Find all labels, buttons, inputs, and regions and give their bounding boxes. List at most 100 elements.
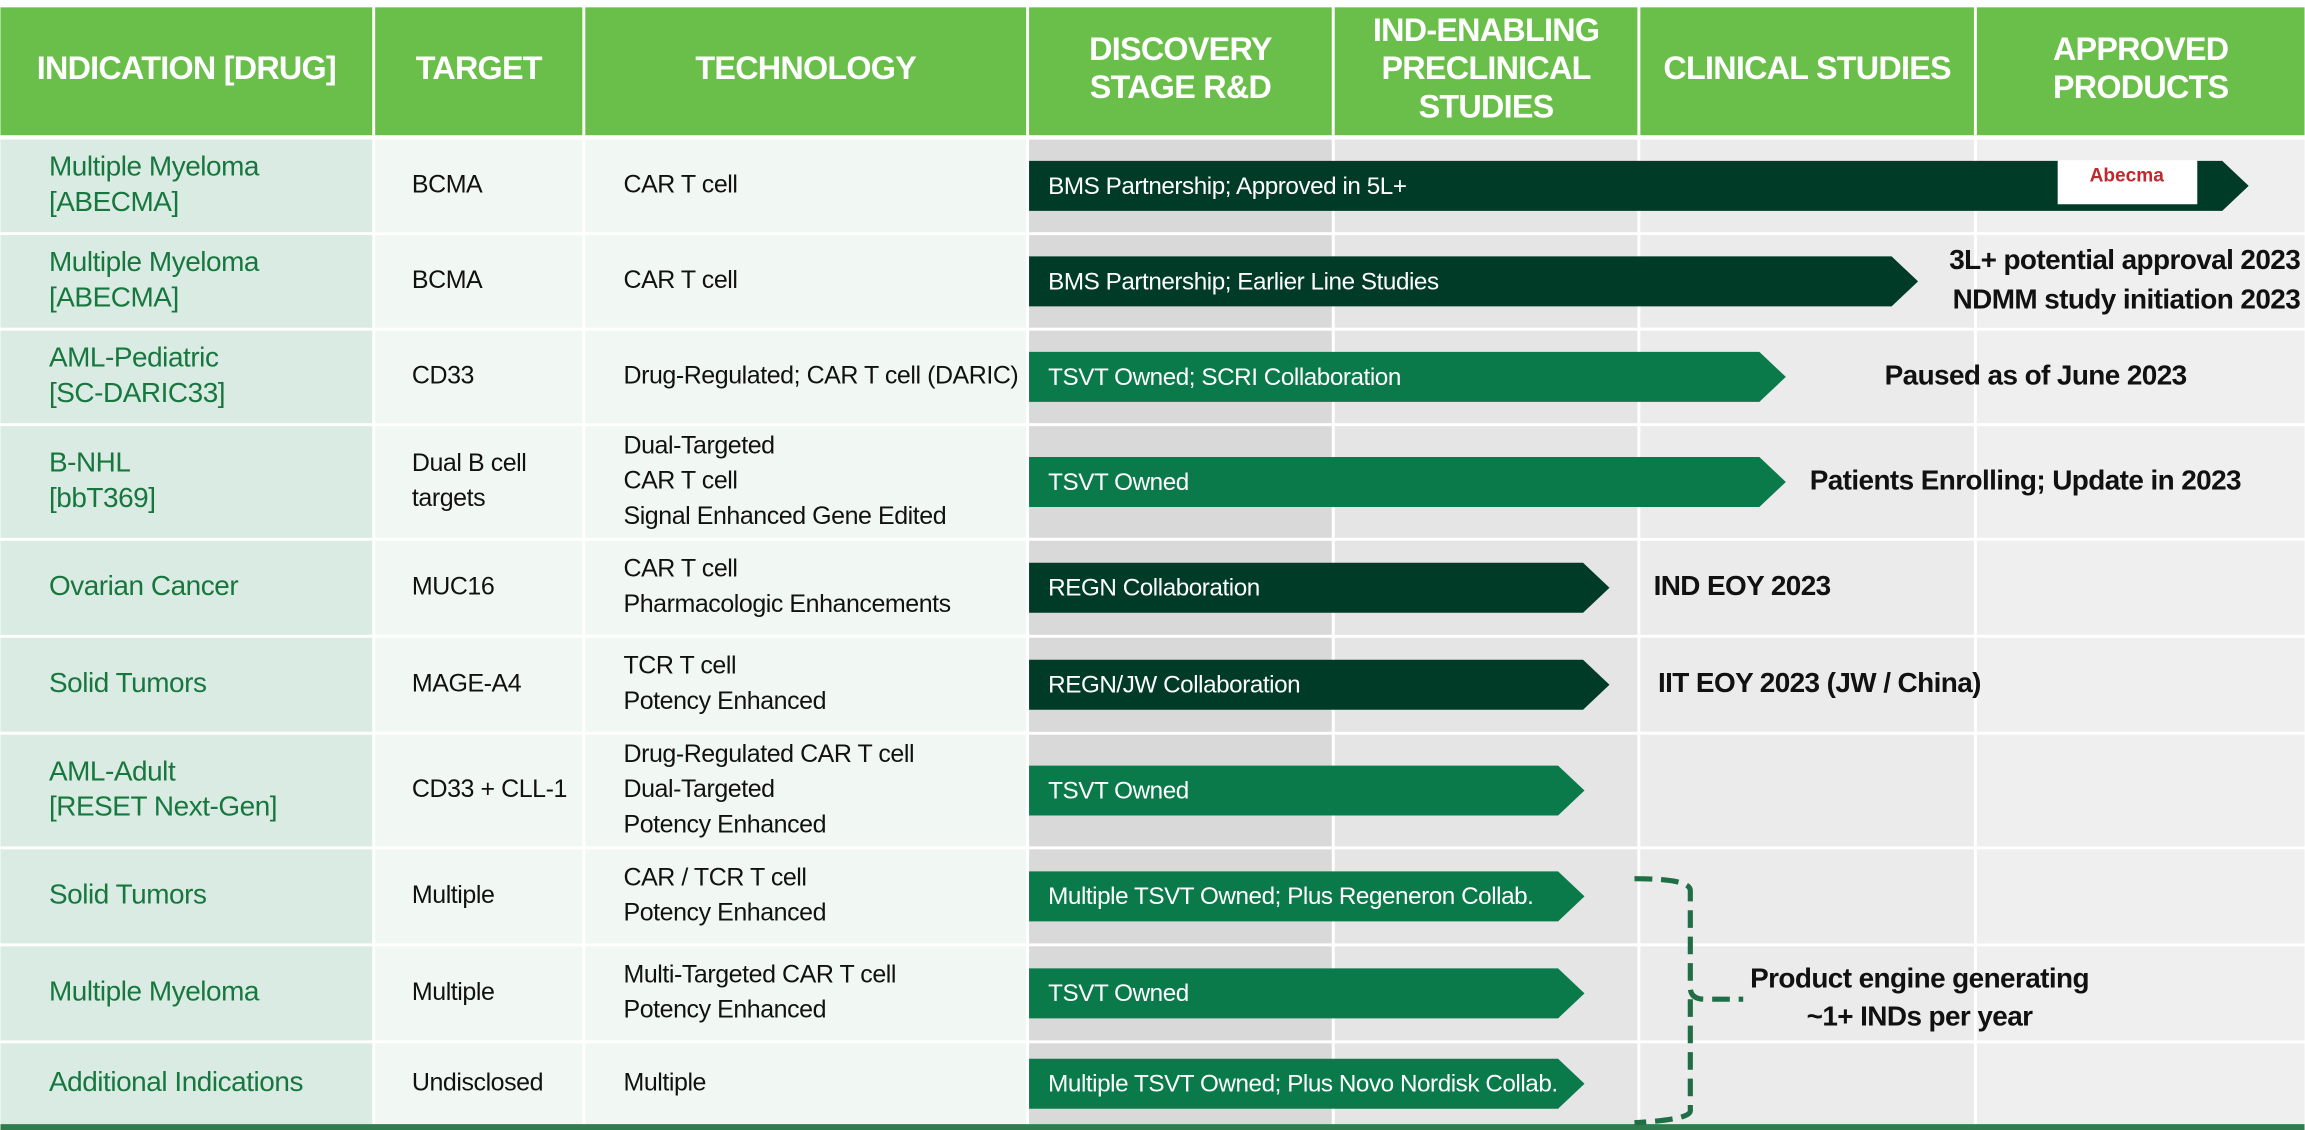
header-cell [1029, 7, 1332, 136]
target-text: MAGE-A4 [412, 669, 522, 697]
cell [375, 946, 583, 1041]
indication-text: [RESET Next-Gen] [49, 791, 277, 822]
cell [1976, 330, 2305, 424]
technology-text: Potency Enhanced [624, 996, 827, 1024]
header-cell [0, 7, 373, 136]
status-text: Paused as of June 2023 [1885, 359, 2187, 390]
status-text: NDMM study initiation 2023 [1953, 284, 2301, 315]
technology-text: CAR T cell [624, 266, 738, 294]
indication-text: Solid Tumors [49, 667, 207, 698]
cell [585, 1043, 1027, 1125]
bracket [1634, 876, 1744, 1126]
technology-text: Signal Enhanced Gene Edited [624, 502, 947, 530]
program-bar [1029, 456, 1786, 507]
cell [1640, 637, 1974, 732]
note-text: ~1+ INDs per year [1807, 1001, 2034, 1032]
cell [585, 734, 1027, 847]
program-label: REGN Collaboration [1048, 575, 1260, 602]
indication-text: AML-Pediatric [49, 342, 219, 373]
header-text: IND-ENABLING [1373, 12, 1599, 48]
cell [585, 426, 1027, 538]
program-label: TSVT Owned; SCRI Collaboration [1048, 364, 1401, 391]
cell [1976, 1043, 2305, 1125]
bottom-rule [0, 1124, 2305, 1130]
header-text: TECHNOLOGY [695, 50, 917, 86]
header-cell [1640, 7, 1974, 136]
program-label: TSVT Owned [1048, 777, 1189, 804]
target-text: BCMA [412, 266, 483, 294]
cell [375, 330, 583, 424]
header-text: PRECLINICAL [1381, 50, 1590, 86]
cell [0, 330, 373, 424]
header-text: TARGET [416, 50, 543, 86]
cell [1640, 849, 1974, 944]
cell [0, 1043, 373, 1125]
logo-text: Abecma [2090, 165, 2165, 186]
cell [375, 426, 583, 538]
technology-text: Potency Enhanced [624, 687, 827, 715]
indication-text: Additional Indications [49, 1066, 303, 1097]
technology-text: CAR T cell [624, 467, 738, 495]
program-bar [1029, 968, 1585, 1019]
cell [1976, 426, 2305, 538]
indication-text: Multiple Myeloma [49, 151, 260, 182]
technology-text: CAR / TCR T cell [624, 863, 807, 891]
program-bar [1029, 351, 1786, 402]
cell [0, 540, 373, 635]
indication-text: B-NHL [49, 447, 131, 478]
cell [1976, 637, 2305, 732]
cell [1976, 235, 2305, 328]
status-text: 3L+ potential approval 2023 [1949, 244, 2300, 275]
program-bar [1029, 659, 1610, 710]
cell [585, 235, 1027, 328]
header-cell [585, 7, 1027, 136]
cell [585, 330, 1027, 424]
program-label: REGN/JW Collaboration [1048, 672, 1300, 699]
header-text: STUDIES [1419, 88, 1554, 124]
header-text: DISCOVERY [1089, 31, 1273, 67]
target-text: Multiple [412, 978, 495, 1006]
status-text: IND EOY 2023 [1654, 570, 1831, 601]
cell [1640, 1043, 1974, 1125]
cell [1640, 734, 1974, 847]
cell [375, 1043, 583, 1125]
cell [0, 734, 373, 847]
cell [1640, 946, 1974, 1041]
cell [375, 637, 583, 732]
technology-text: Dual-Targeted [624, 775, 775, 803]
cell [375, 235, 583, 328]
technology-text: Dual-Targeted [624, 431, 775, 459]
target-text: Dual B cell [412, 449, 527, 477]
target-text: Multiple [412, 881, 495, 909]
technology-text: Pharmacologic Enhancements [624, 590, 951, 618]
program-label: TSVT Owned [1048, 469, 1189, 496]
technology-text: CAR T cell [624, 555, 738, 583]
cell [375, 540, 583, 635]
header-cell [1976, 7, 2305, 136]
cell [0, 946, 373, 1041]
target-text: Undisclosed [412, 1068, 543, 1096]
header-cell [375, 7, 583, 136]
header-text: APPROVED [2053, 31, 2228, 67]
program-label: Multiple TSVT Owned; Plus Regeneron Coll… [1048, 883, 1533, 910]
status-text: Patients Enrolling; Update in 2023 [1810, 464, 2241, 495]
target-text: MUC16 [412, 572, 494, 600]
target-text: targets [412, 484, 485, 512]
indication-text: Multiple Myeloma [49, 246, 260, 277]
indication-text: Ovarian Cancer [49, 570, 238, 601]
cell [0, 426, 373, 538]
technology-text: Drug-Regulated; CAR T cell (DARIC) [624, 362, 1019, 390]
technology-text: Drug-Regulated CAR T cell [624, 740, 915, 768]
target-text: BCMA [412, 170, 483, 198]
note-text: Product engine generating [1750, 962, 2089, 993]
cell [585, 637, 1027, 732]
technology-text: TCR T cell [624, 652, 737, 680]
program-bar [1029, 256, 1919, 307]
cell [375, 734, 583, 847]
program-bar [1029, 562, 1610, 613]
header-text: CLINICAL STUDIES [1663, 50, 1951, 86]
technology-text: Potency Enhanced [624, 810, 827, 838]
technology-text: Multi-Targeted CAR T cell [624, 960, 897, 988]
